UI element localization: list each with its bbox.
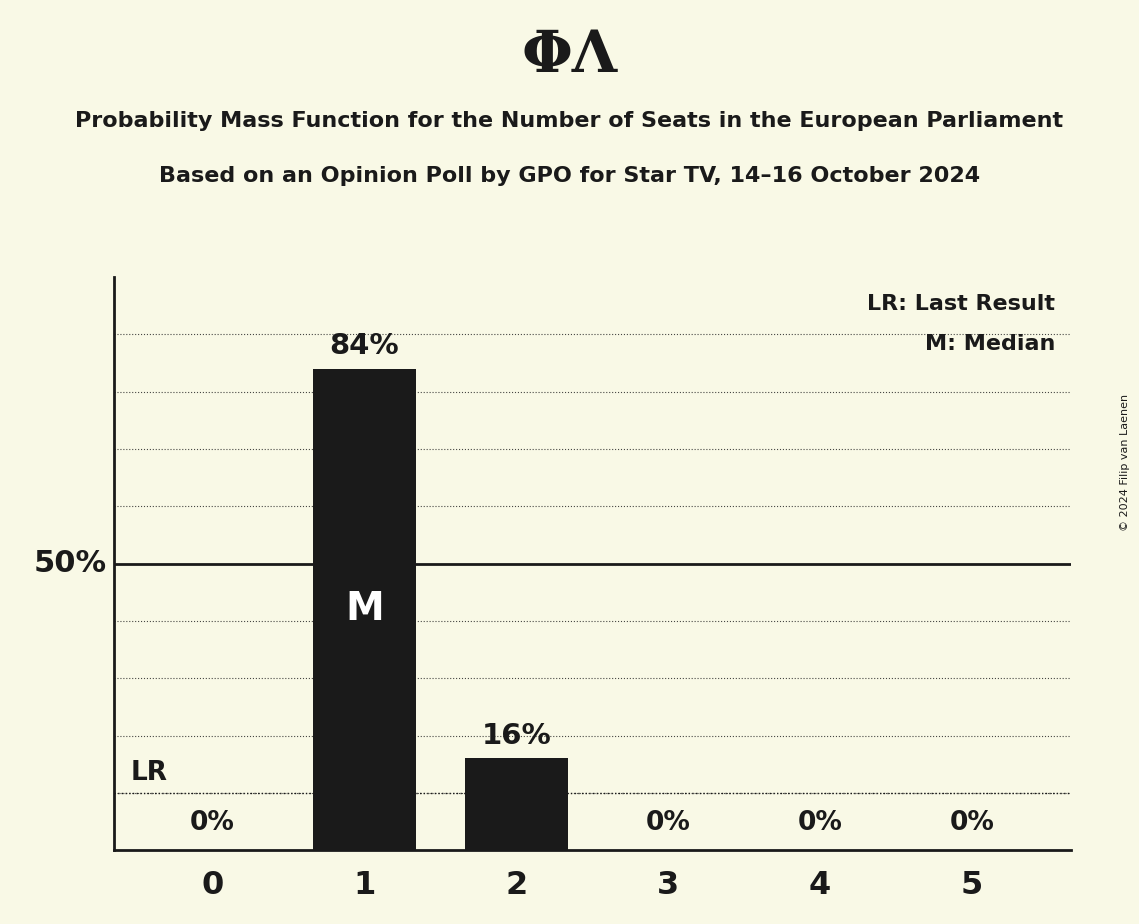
Text: LR: Last Result: LR: Last Result [868, 295, 1056, 314]
Text: M: M [345, 590, 384, 628]
Text: 50%: 50% [33, 549, 106, 578]
Text: 0%: 0% [646, 809, 690, 835]
Text: © 2024 Filip van Laenen: © 2024 Filip van Laenen [1121, 394, 1130, 530]
Text: 0%: 0% [950, 809, 994, 835]
Text: M: Median: M: Median [925, 334, 1056, 355]
Text: 84%: 84% [329, 333, 400, 360]
Text: 0%: 0% [797, 809, 843, 835]
Text: LR: LR [130, 760, 167, 786]
Text: Probability Mass Function for the Number of Seats in the European Parliament: Probability Mass Function for the Number… [75, 111, 1064, 131]
Bar [313, 369, 416, 850]
Text: 0%: 0% [190, 809, 235, 835]
Text: Based on an Opinion Poll by GPO for Star TV, 14–16 October 2024: Based on an Opinion Poll by GPO for Star… [159, 166, 980, 187]
Bar [465, 759, 568, 850]
Text: ΦΛ: ΦΛ [522, 28, 617, 84]
Text: 16%: 16% [482, 722, 551, 750]
